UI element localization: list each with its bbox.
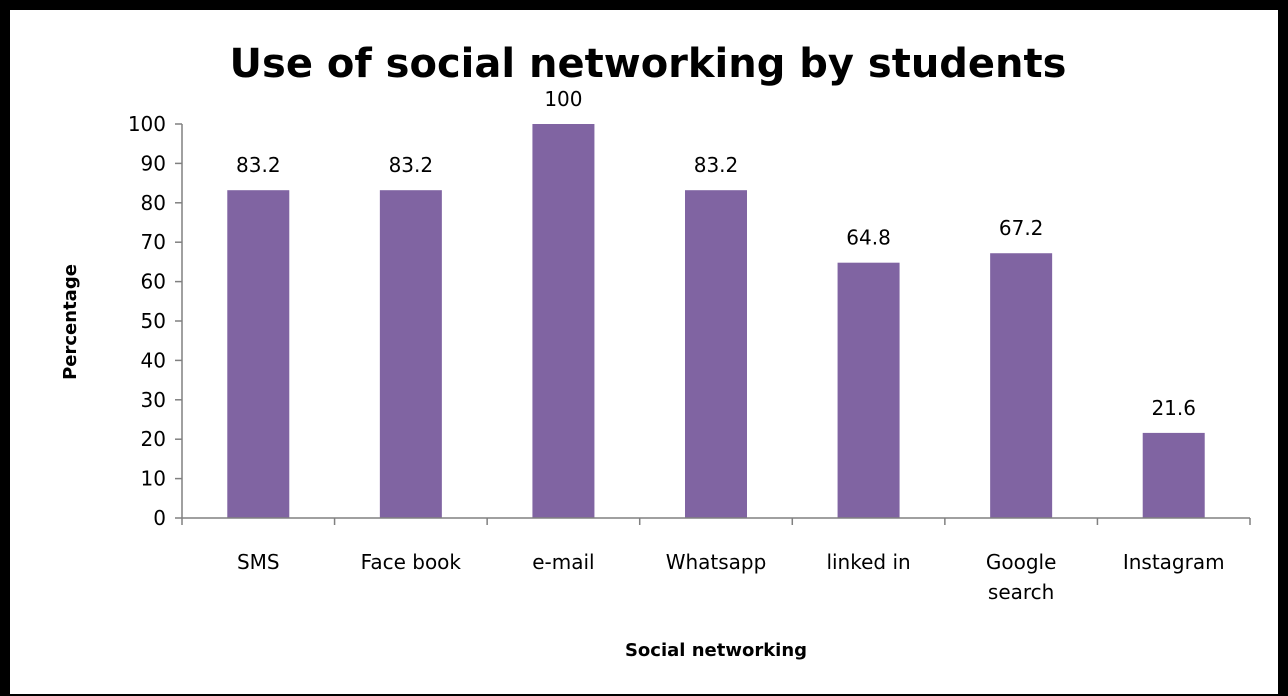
- data-label: 67.2: [999, 216, 1044, 240]
- y-tick-label: 50: [141, 309, 166, 333]
- axes: [181, 124, 1251, 525]
- y-tick-label: 0: [153, 506, 166, 530]
- bars: [227, 124, 1205, 518]
- data-label: 100: [544, 87, 582, 111]
- y-tick-label: 70: [141, 230, 166, 254]
- bar: [1142, 432, 1205, 518]
- chart-title: Use of social networking by students: [230, 41, 1067, 87]
- x-tick-label: Whatsapp: [666, 550, 767, 574]
- data-labels: 83.2 83.2 100 83.2 64.8 67.2 21.6: [236, 87, 1196, 420]
- y-tick-label: 60: [141, 270, 166, 294]
- data-label: 83.2: [389, 153, 434, 177]
- y-tick-label: 90: [141, 151, 166, 175]
- y-tick-label: 10: [141, 467, 166, 491]
- x-axis-title: Social networking: [625, 640, 807, 661]
- bar: [532, 124, 595, 518]
- y-tick-label: 80: [141, 191, 166, 215]
- data-label: 83.2: [694, 153, 739, 177]
- x-tick-label: Instagram: [1123, 550, 1225, 574]
- data-label: 83.2: [236, 153, 281, 177]
- y-tick-label: 20: [141, 427, 166, 451]
- bar: [685, 190, 747, 518]
- bar: [379, 190, 442, 518]
- bar: [227, 190, 290, 518]
- x-tick-label: e-mail: [532, 550, 594, 574]
- y-axis-ticks: 0 10 20 30 40 50 60 70 80 90 100: [128, 112, 182, 530]
- data-label: 64.8: [846, 226, 891, 250]
- y-tick-label: 30: [141, 388, 166, 412]
- x-axis-ticks: SMS Face book e-mail Whatsapp linked in Googl…: [237, 550, 1225, 604]
- y-axis-title: Percentage: [60, 264, 81, 380]
- x-tick-label: Face book: [361, 550, 462, 574]
- bar: [990, 253, 1053, 518]
- y-tick-label: 40: [141, 348, 166, 372]
- x-tick-label: SMS: [237, 550, 280, 574]
- y-tick-label: 100: [128, 112, 166, 136]
- data-label: 21.6: [1151, 396, 1196, 420]
- bar: [837, 262, 900, 518]
- x-tick-label: Google search: [986, 550, 1057, 604]
- x-tick-label: linked in: [826, 550, 910, 574]
